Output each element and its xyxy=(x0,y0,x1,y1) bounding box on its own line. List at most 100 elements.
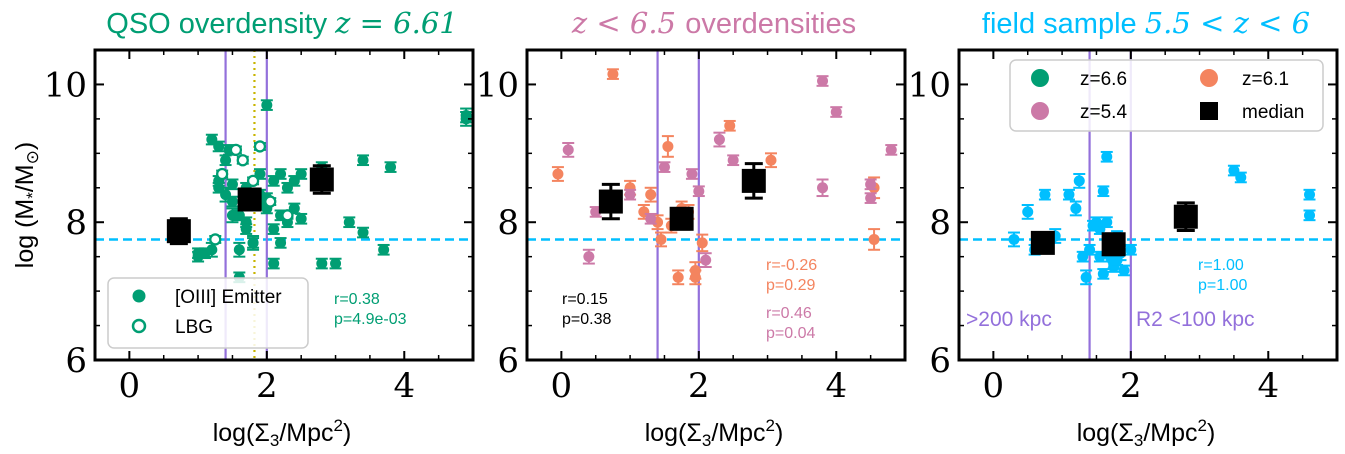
point-marker xyxy=(206,244,218,256)
data-layer xyxy=(959,50,1337,360)
point-marker xyxy=(830,106,842,118)
stat-r: r=1.00 xyxy=(1198,257,1244,274)
legend-label-z54: z=5.4 xyxy=(1080,102,1127,123)
point-marker xyxy=(357,227,369,239)
data-point xyxy=(658,161,671,173)
point-marker xyxy=(672,271,684,283)
y-tick-label: 10 xyxy=(44,65,87,105)
point-marker xyxy=(562,144,574,156)
y-tick-label: 10 xyxy=(476,65,519,105)
point-marker xyxy=(583,251,595,263)
data-point xyxy=(741,162,766,200)
data-point xyxy=(562,142,575,158)
data-point xyxy=(288,175,301,187)
data-layer xyxy=(95,50,473,360)
legend-box xyxy=(107,277,309,349)
point-marker xyxy=(1111,254,1123,266)
y-tick-label: 8 xyxy=(929,203,951,243)
point-marker-open xyxy=(236,154,249,167)
data-point xyxy=(1069,200,1082,217)
point-marker xyxy=(226,196,238,208)
point-marker xyxy=(1080,271,1092,283)
data-point xyxy=(582,248,595,265)
stat-p: p=4.9e-03 xyxy=(334,311,407,328)
axes-frame xyxy=(957,48,1339,362)
title-main: QSO overdensity xyxy=(106,8,335,40)
point-marker xyxy=(357,154,369,166)
data-point xyxy=(1117,264,1130,277)
point-marker xyxy=(385,161,397,173)
panel-title: field sample 5.5 < z < 6 xyxy=(982,6,1310,40)
data-point xyxy=(1101,232,1126,257)
data-point xyxy=(868,228,881,251)
y-tick-label: 6 xyxy=(497,341,519,381)
median-marker xyxy=(1101,232,1126,257)
legend-marker-median xyxy=(1200,102,1218,120)
data-point xyxy=(295,212,308,225)
data-point xyxy=(624,188,637,201)
data-point xyxy=(885,144,898,156)
point-marker xyxy=(655,233,667,245)
point-marker xyxy=(817,182,829,194)
point-marker xyxy=(261,99,273,111)
point-marker xyxy=(1039,189,1051,201)
point-marker xyxy=(696,237,708,249)
stat-p-z54: p=0.04 xyxy=(766,325,815,342)
title-math: 5.5 < z < 6 xyxy=(1145,6,1310,40)
data-point xyxy=(661,135,674,158)
point-marker xyxy=(885,144,897,156)
legend-qso: [OIII] Emitter LBG xyxy=(107,277,309,349)
stat-p-all: p=0.38 xyxy=(562,311,611,328)
title-math: z = 6.61 xyxy=(334,6,458,40)
x-tick-label: 2 xyxy=(256,366,278,406)
data-point xyxy=(309,164,334,195)
point-marker-open xyxy=(246,174,260,188)
point-marker xyxy=(1235,171,1247,183)
legend-marker-z66 xyxy=(1031,69,1049,87)
data-point xyxy=(637,204,650,220)
point-marker xyxy=(330,258,342,270)
data-point xyxy=(672,269,685,286)
data-point xyxy=(1080,269,1093,286)
point-marker xyxy=(233,244,245,256)
median-marker xyxy=(1030,230,1055,255)
data-point xyxy=(551,166,564,182)
data-point xyxy=(267,223,280,235)
x-tick-label: 0 xyxy=(983,366,1005,406)
point-marker xyxy=(233,209,245,221)
point-marker xyxy=(288,175,300,187)
data-point xyxy=(816,75,829,87)
panel-field: field sample 5.5 < z < 6 0 2 4 6 8 10 z=6.6 z… xyxy=(908,6,1339,450)
ticks-qso: 0 2 4 6 8 10 xyxy=(44,49,473,406)
point-marker-open xyxy=(253,140,267,153)
data-point xyxy=(644,212,657,225)
point-marker xyxy=(206,134,218,146)
stat-p-z61: p=0.29 xyxy=(766,277,815,294)
data-point xyxy=(357,226,370,239)
point-marker xyxy=(220,154,232,166)
plot-layer-qso xyxy=(95,50,473,360)
data-point xyxy=(727,154,740,167)
point-marker xyxy=(1304,209,1316,221)
data-point xyxy=(274,168,287,180)
data-point xyxy=(1097,268,1110,280)
title-main: overdensities xyxy=(685,8,856,40)
point-marker xyxy=(1125,244,1137,256)
data-point xyxy=(764,152,777,169)
point-marker xyxy=(1070,202,1082,214)
x-axis-label: log(Σ3/Mpc2) xyxy=(645,416,784,450)
point-marker xyxy=(1022,206,1034,218)
data-point xyxy=(1100,150,1113,163)
data-point xyxy=(864,192,877,204)
data-point xyxy=(830,106,843,118)
data-point xyxy=(696,233,709,253)
point-marker xyxy=(693,185,705,197)
point-marker xyxy=(552,168,564,180)
median-marker xyxy=(237,187,262,212)
x-tick-label: 2 xyxy=(688,366,710,406)
legend-label-oiii: [OIII] Emitter xyxy=(175,287,282,308)
point-marker xyxy=(727,154,739,166)
panel-title: QSO overdensity z = 6.61 xyxy=(106,6,457,40)
point-marker xyxy=(658,161,670,173)
point-marker xyxy=(213,182,225,194)
